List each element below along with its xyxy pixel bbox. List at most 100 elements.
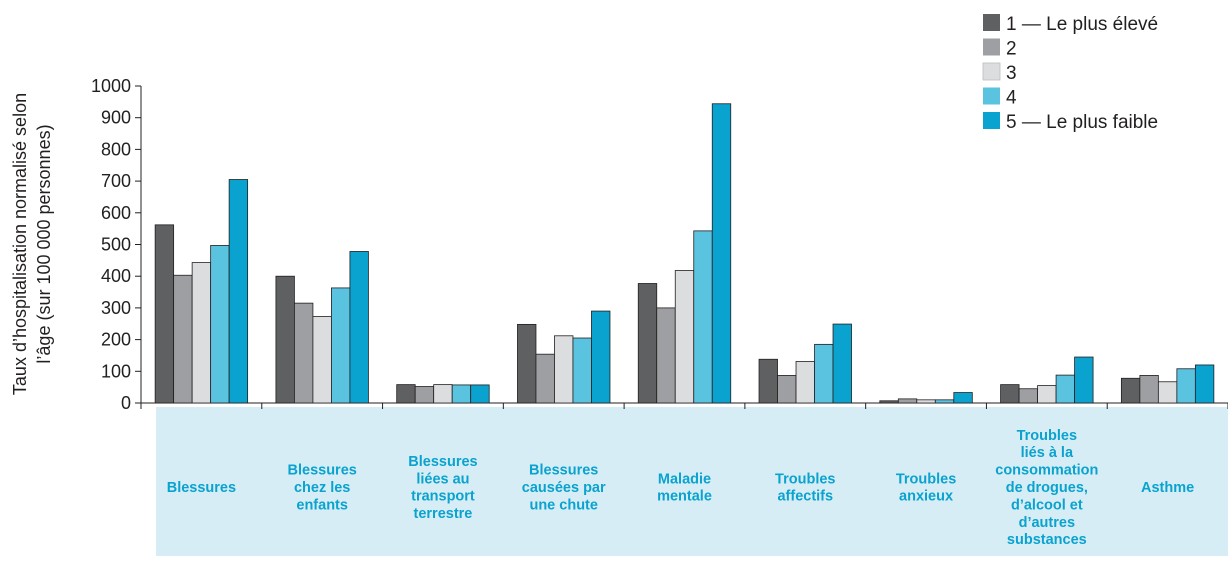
bar	[331, 287, 351, 404]
bar	[637, 283, 658, 404]
y-axis-title-line: Taux d’hospitalisation normalisé selon	[10, 93, 30, 395]
category-label: anxieux	[899, 489, 953, 505]
bar	[795, 361, 815, 404]
y-tick-label: 600	[101, 203, 131, 223]
bar	[879, 400, 899, 404]
legend-label: 4	[1006, 88, 1017, 109]
bar	[554, 335, 574, 404]
bar	[470, 384, 490, 404]
y-tick-labels: 0 100 200 300 400 500 600 700 800 900 1000	[91, 76, 141, 413]
bar	[1018, 388, 1038, 404]
bars	[154, 103, 1215, 404]
category-label: Asthme	[1141, 480, 1194, 496]
bar	[349, 251, 369, 404]
y-tick-label: 0	[121, 393, 131, 413]
y-axis-title-line: l’âge (sur 100 000 personnes)	[34, 124, 54, 363]
category-label: enfants	[296, 497, 348, 513]
y-tick-label: 400	[101, 266, 131, 286]
legend: 1 — Le plus élevé 2 3 4 5 — Le plus faible	[982, 14, 1158, 133]
bar	[154, 224, 175, 404]
bar	[832, 323, 852, 404]
bar	[294, 302, 314, 404]
y-tick-label: 700	[101, 171, 131, 191]
y-tick-label: 1000	[91, 76, 131, 96]
category-label: liées au	[416, 471, 469, 487]
y-tick-label: 200	[101, 330, 131, 350]
legend-label: 2	[1006, 39, 1017, 60]
category-label: affectifs	[777, 489, 833, 505]
category-label: Maladie	[658, 471, 711, 487]
category-label: Blessures	[408, 454, 477, 470]
bar	[451, 384, 472, 404]
category-band	[156, 407, 1228, 556]
bar	[1074, 356, 1094, 404]
bar	[916, 399, 936, 404]
y-tick-label: 100	[101, 361, 131, 381]
bar	[1055, 374, 1075, 404]
bar	[210, 245, 230, 404]
category-label: Blessures	[529, 463, 598, 479]
bar	[414, 386, 435, 404]
legend-label: 3	[1006, 63, 1017, 84]
bar	[1000, 384, 1020, 404]
bar	[953, 392, 973, 404]
category-label: consommation	[995, 463, 1098, 479]
category-label: de drogues,	[1006, 480, 1088, 496]
y-tick-label: 500	[101, 235, 131, 255]
y-tick-label: 800	[101, 139, 131, 159]
category-label: une chute	[529, 497, 597, 513]
bar	[1037, 385, 1057, 404]
bar	[1194, 364, 1215, 404]
category-label: Blessures	[288, 463, 357, 479]
bar	[591, 310, 611, 404]
bar	[934, 399, 955, 404]
category-label: transport	[411, 489, 475, 505]
bar	[814, 343, 834, 404]
bar	[674, 270, 695, 404]
category-label: d’alcool et	[1011, 497, 1083, 513]
bar	[173, 274, 193, 404]
category-label: liés à la	[1021, 445, 1074, 461]
y-tick-label: 900	[101, 108, 131, 128]
legend-swatch	[983, 14, 1000, 31]
category-label: causées par	[522, 480, 606, 496]
bar	[312, 316, 332, 404]
bar	[656, 307, 676, 404]
bar	[777, 375, 797, 404]
bar	[275, 275, 295, 404]
legend-swatch	[983, 87, 1000, 105]
category-label: Troubles	[896, 471, 956, 487]
bar	[1157, 381, 1178, 404]
legend-swatch	[982, 62, 1001, 81]
bar	[711, 103, 732, 404]
category-label: terrestre	[414, 506, 473, 522]
category-label: d’autres	[1019, 515, 1075, 531]
bar	[228, 179, 249, 404]
bar	[758, 358, 778, 404]
bar	[396, 384, 416, 404]
legend-swatch	[983, 38, 1000, 56]
y-tick-label: 300	[101, 298, 131, 318]
legend-swatch	[983, 112, 1000, 129]
y-axis-title: Taux d’hospitalisation normalisé selon l’…	[10, 93, 54, 395]
category-label: Blessures	[167, 480, 236, 496]
bar	[191, 262, 212, 404]
bar	[517, 323, 537, 404]
category-band-rect	[156, 407, 1228, 556]
bar	[433, 384, 453, 404]
bar	[1176, 368, 1196, 404]
legend-label: 5 — Le plus faible	[1006, 112, 1158, 133]
category-label: mentale	[657, 489, 712, 505]
category-label: chez les	[294, 480, 350, 496]
category-label: substances	[1007, 532, 1087, 548]
legend-label: 1 — Le plus élevé	[1006, 14, 1158, 35]
category-label: Troubles	[775, 471, 835, 487]
bar	[693, 230, 713, 404]
category-label: Troubles	[1017, 428, 1077, 444]
bar	[535, 353, 555, 404]
bar	[572, 337, 592, 404]
bar	[1120, 377, 1141, 404]
